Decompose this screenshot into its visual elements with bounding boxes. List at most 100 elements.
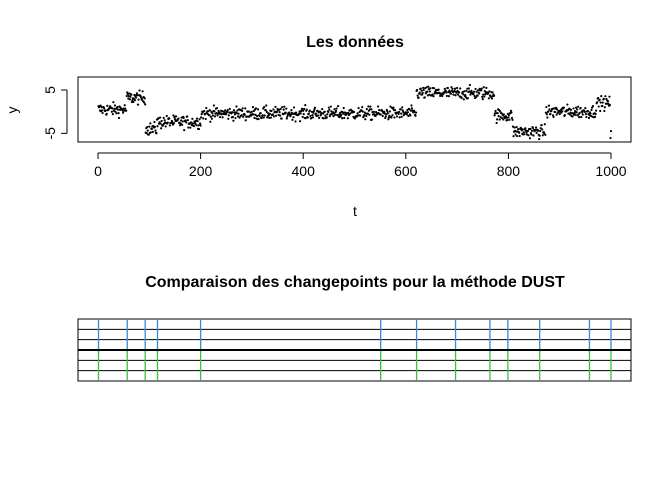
top-plot-box bbox=[77, 76, 632, 143]
data-point bbox=[113, 107, 116, 110]
data-point bbox=[496, 111, 499, 115]
data-point bbox=[572, 107, 575, 110]
data-point bbox=[210, 117, 213, 120]
data-point bbox=[233, 113, 237, 116]
data-point bbox=[258, 114, 261, 118]
data-point bbox=[583, 110, 586, 113]
data-point bbox=[223, 111, 226, 114]
data-point bbox=[538, 137, 541, 141]
top-chart-title: Les données bbox=[306, 34, 404, 51]
data-point bbox=[478, 92, 481, 95]
data-point bbox=[522, 131, 525, 134]
data-point bbox=[415, 88, 419, 92]
data-point bbox=[608, 95, 611, 98]
data-point bbox=[465, 89, 468, 92]
data-points bbox=[97, 83, 613, 141]
data-point bbox=[450, 86, 453, 89]
data-point bbox=[587, 116, 591, 120]
data-point bbox=[561, 110, 564, 113]
data-point bbox=[113, 104, 117, 107]
data-point bbox=[535, 126, 538, 129]
data-point bbox=[263, 106, 266, 109]
data-point bbox=[464, 94, 467, 97]
data-point bbox=[597, 105, 600, 108]
data-point bbox=[445, 94, 448, 98]
data-point bbox=[333, 113, 337, 116]
data-point bbox=[151, 130, 154, 134]
data-point bbox=[190, 121, 193, 124]
x-tick-label: 0 bbox=[94, 163, 102, 179]
data-point bbox=[114, 110, 117, 113]
data-point bbox=[154, 129, 157, 132]
data-point bbox=[182, 116, 185, 119]
data-point bbox=[237, 112, 240, 115]
data-point bbox=[372, 110, 376, 113]
data-point bbox=[332, 115, 335, 118]
data-point bbox=[431, 93, 434, 96]
data-point bbox=[418, 91, 421, 94]
data-point bbox=[348, 112, 351, 115]
data-point bbox=[261, 114, 264, 117]
data-point bbox=[340, 113, 343, 116]
data-point bbox=[363, 113, 366, 117]
data-point bbox=[539, 127, 542, 130]
data-point bbox=[552, 115, 555, 118]
data-point bbox=[236, 115, 240, 118]
data-point bbox=[410, 104, 413, 107]
data-point bbox=[496, 118, 499, 121]
data-point bbox=[385, 113, 388, 116]
data-point bbox=[316, 109, 319, 112]
data-point bbox=[160, 119, 163, 123]
x-tick-label: 200 bbox=[189, 163, 213, 179]
data-point bbox=[524, 127, 527, 130]
data-point bbox=[555, 106, 558, 109]
data-point bbox=[271, 113, 275, 116]
data-point bbox=[555, 113, 558, 116]
data-point bbox=[453, 87, 457, 90]
data-point bbox=[356, 112, 359, 115]
data-point bbox=[103, 107, 106, 110]
data-point bbox=[280, 117, 283, 120]
data-point bbox=[370, 118, 374, 121]
data-point bbox=[189, 126, 192, 129]
data-point bbox=[260, 116, 263, 120]
data-point bbox=[507, 113, 511, 117]
data-point bbox=[339, 111, 342, 114]
data-point bbox=[110, 110, 113, 113]
data-point bbox=[326, 113, 329, 116]
data-point bbox=[158, 116, 162, 119]
data-point bbox=[159, 122, 162, 125]
data-point bbox=[507, 116, 510, 119]
data-point bbox=[569, 108, 573, 111]
data-point bbox=[489, 95, 493, 98]
data-point bbox=[186, 115, 189, 118]
data-point bbox=[301, 115, 304, 119]
data-point bbox=[195, 124, 198, 127]
data-point bbox=[517, 128, 520, 131]
data-point bbox=[421, 93, 424, 96]
data-point bbox=[281, 106, 284, 109]
data-point bbox=[515, 126, 518, 129]
data-point bbox=[553, 110, 557, 114]
data-point bbox=[437, 88, 440, 91]
data-point bbox=[244, 107, 247, 110]
data-point bbox=[584, 113, 587, 116]
data-point bbox=[452, 93, 455, 96]
data-point bbox=[128, 98, 131, 101]
data-point bbox=[547, 110, 550, 113]
data-point bbox=[422, 86, 425, 89]
data-point bbox=[153, 120, 156, 124]
data-point bbox=[476, 94, 479, 97]
data-point bbox=[178, 124, 182, 127]
y-tick-label: 5 bbox=[42, 86, 58, 94]
data-point bbox=[147, 133, 150, 136]
data-point bbox=[209, 115, 212, 118]
data-point bbox=[204, 117, 207, 121]
data-point bbox=[208, 113, 211, 117]
data-point bbox=[138, 89, 141, 92]
data-point bbox=[202, 117, 205, 120]
data-point bbox=[603, 106, 606, 109]
data-point bbox=[419, 87, 422, 90]
data-point bbox=[168, 117, 171, 120]
data-point bbox=[285, 107, 288, 110]
